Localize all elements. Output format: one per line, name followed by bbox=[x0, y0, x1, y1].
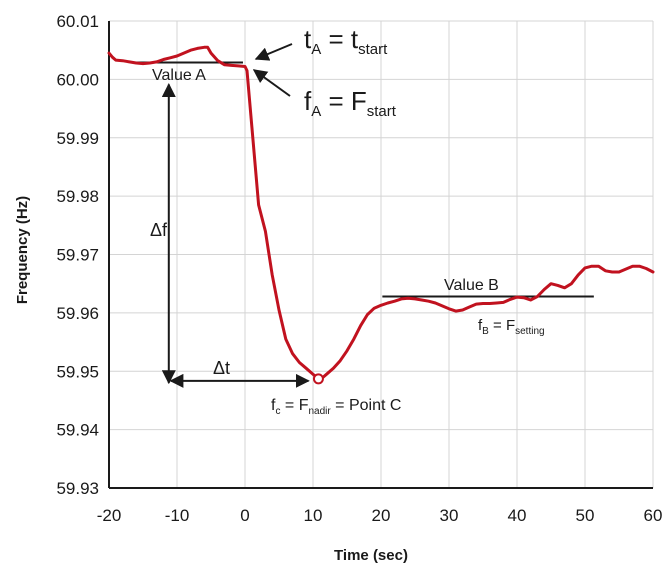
f-a-arrow bbox=[252, 69, 291, 97]
x-tick-label: 50 bbox=[576, 506, 595, 525]
f-a-equation: fA = Fstart bbox=[304, 86, 397, 120]
t-a-arrow bbox=[254, 43, 293, 61]
x-tick-label: 30 bbox=[440, 506, 459, 525]
x-tick-label: -20 bbox=[97, 506, 122, 525]
f-c-equation: fc = Fnadir = Point C bbox=[271, 397, 401, 417]
x-tick-label: 60 bbox=[644, 506, 663, 525]
x-tick-label: 20 bbox=[372, 506, 391, 525]
value-b-label: Value B bbox=[444, 277, 499, 294]
t-a-equation: tA = tstart bbox=[304, 24, 388, 58]
y-tick-label: 59.95 bbox=[56, 362, 99, 381]
y-tick-label: 59.97 bbox=[56, 246, 99, 265]
x-tick-label: -10 bbox=[165, 506, 190, 525]
x-tick-label: 0 bbox=[240, 506, 249, 525]
value-a-label: Value A bbox=[152, 67, 206, 84]
series-line bbox=[107, 45, 655, 381]
delta-f-label: Δf bbox=[150, 220, 168, 240]
axes bbox=[108, 21, 653, 489]
y-tick-label: 59.93 bbox=[56, 479, 99, 498]
y-tick-label: 59.98 bbox=[56, 187, 99, 206]
y-tick-label: 60.00 bbox=[56, 70, 99, 89]
point-c-marker bbox=[312, 373, 324, 385]
y-tick-label: 59.96 bbox=[56, 304, 99, 323]
tick-labels: -20 -10 0 10 20 30 40 50 60 59.93 59.94 59.95 59.96 5… bbox=[56, 12, 662, 525]
f-b-equation: fB = Fsetting bbox=[478, 317, 545, 337]
delta-t-label: Δt bbox=[213, 358, 230, 378]
x-axis-title: Time (sec) bbox=[334, 547, 408, 564]
grid bbox=[109, 20, 654, 488]
y-tick-label: 59.94 bbox=[56, 421, 99, 440]
annotation-arrows bbox=[161, 43, 310, 388]
x-tick-label: 10 bbox=[304, 506, 323, 525]
y-tick-label: 60.01 bbox=[56, 12, 99, 31]
y-axis-title: Frequency (Hz) bbox=[14, 196, 31, 304]
y-tick-label: 59.99 bbox=[56, 129, 99, 148]
x-tick-label: 40 bbox=[508, 506, 527, 525]
series-layer bbox=[107, 45, 655, 385]
